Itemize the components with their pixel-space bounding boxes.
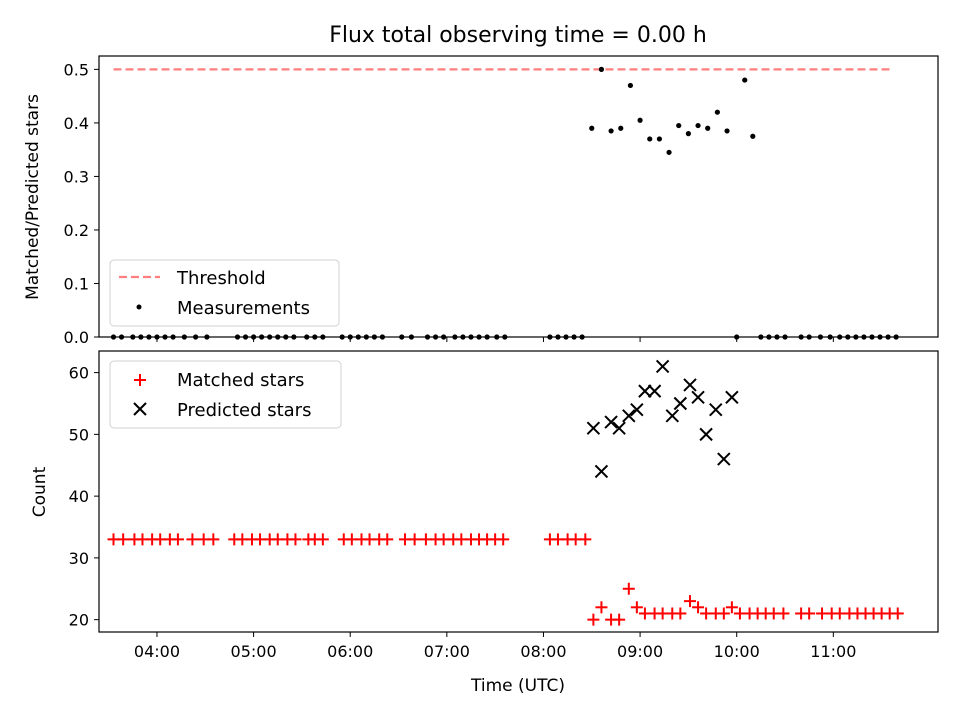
predicted-stars-point (699, 427, 713, 442)
predicted-stars-point (647, 384, 662, 398)
legend-predicted-label: Predicted stars (177, 400, 311, 421)
predicted-stars-point (655, 359, 670, 374)
measurement-point (637, 117, 643, 123)
bottom-ytick-label: 30 (69, 549, 89, 568)
matched-stars-point (408, 533, 421, 546)
matched-stars-point (803, 607, 816, 620)
bottom-axis-ticks: 20 30 40 50 60 04:00 05:00 06:00 07:00 08:00 09:00… (69, 364, 857, 661)
predicted-stars-point (594, 464, 609, 479)
matched-stars-point (684, 595, 697, 608)
top-legend-box (109, 259, 340, 327)
xtick-label: 04:00 (134, 642, 180, 661)
xtick-label: 11:00 (810, 642, 856, 661)
xtick-label: 07:00 (424, 642, 470, 661)
top-ytick-label: 0.2 (64, 221, 89, 240)
matched-stars-point (613, 613, 626, 626)
matched-stars-point (186, 533, 199, 546)
xtick-label: 09:00 (617, 642, 663, 661)
legend-predicted-swatch (133, 402, 147, 416)
matched-stars-point (316, 533, 329, 546)
top-legend: Threshold Measurements (109, 259, 340, 327)
bottom-ytick-label: 60 (69, 364, 89, 383)
bottom-legend: Matched stars Predicted stars (109, 360, 342, 429)
measurement-point (627, 82, 634, 89)
matched-stars-point (381, 533, 394, 546)
measurement-point (598, 66, 605, 72)
xtick-label: 06:00 (327, 642, 373, 661)
matched-stars-point (117, 533, 130, 546)
predicted-stars-point (622, 409, 636, 423)
matched-stars-point (171, 533, 184, 546)
measurement-point (685, 131, 691, 137)
matched-stars-point (891, 607, 904, 620)
measurement-point (647, 136, 653, 142)
x-axis-label: Time (UTC) (470, 676, 565, 696)
top-ytick-label: 0.0 (64, 328, 89, 347)
bottom-ytick-label: 20 (69, 611, 89, 630)
legend-matched-label: Matched stars (177, 370, 304, 391)
predicted-stars-point (683, 378, 697, 392)
measurement-point (608, 128, 614, 134)
predicted-stars-point (725, 390, 739, 405)
measurement-point (618, 125, 624, 131)
matched-stars-point (674, 607, 687, 620)
chart-title: Flux total observing time = 0.00 h (329, 23, 707, 48)
bottom-ytick-label: 40 (69, 487, 89, 506)
matched-stars-point (717, 607, 730, 620)
top-axes-frame (98, 55, 939, 338)
predicted-stars-point (717, 452, 731, 466)
predicted-stars-point (638, 384, 652, 398)
legend-threshold-label: Threshold (176, 268, 266, 289)
predicted-stars-point (612, 421, 626, 435)
predicted-stars-point (709, 402, 723, 417)
predicted-stars-point (586, 421, 601, 435)
measurement-point (724, 128, 730, 134)
predicted-stars-point (604, 415, 618, 429)
top-panel: Flux total observing time = 0.00 h Match… (23, 23, 939, 347)
xtick-label: 05:00 (231, 642, 277, 661)
bottom-plot-area (107, 359, 904, 626)
matched-stars-point (289, 533, 302, 546)
matched-stars-point (630, 601, 643, 614)
measurement-point (589, 125, 595, 131)
predicted-stars-point (673, 396, 688, 411)
matched-stars-point (692, 601, 705, 614)
matched-stars-point (497, 533, 510, 546)
bottom-y-axis-label: Count (30, 466, 50, 517)
top-ytick-label: 0.4 (64, 114, 89, 133)
measurement-point (666, 149, 672, 155)
measurement-point (705, 125, 711, 131)
legend-measurements-label: Measurements (177, 298, 310, 319)
top-ytick-label: 0.3 (64, 167, 89, 186)
legend-matched-swatch (134, 374, 146, 386)
matched-stars-point (207, 533, 220, 546)
bottom-ytick-label: 50 (69, 425, 89, 444)
matched-stars-point (595, 601, 608, 614)
matched-stars-point (725, 601, 738, 614)
matched-stars-point (587, 613, 600, 626)
measurement-point (750, 133, 756, 139)
top-ytick-label: 0.1 (64, 274, 89, 293)
predicted-stars-point (630, 402, 644, 417)
matched-stars-point (622, 582, 635, 595)
top-y-axis-label: Matched/Predicted stars (23, 94, 43, 300)
matched-stars-point (777, 607, 790, 620)
predicted-stars-point (691, 390, 705, 405)
xtick-label: 10:00 (714, 642, 760, 661)
measurement-point (742, 77, 748, 83)
matched-stars-point (579, 533, 592, 546)
bottom-panel: Count Time (UTC) 20 30 40 50 60 04:00 05:00 06:… (30, 350, 939, 696)
measurement-point (695, 122, 701, 129)
measurement-point (714, 109, 720, 115)
predicted-stars-point (665, 409, 679, 423)
top-ytick-label: 0.5 (64, 60, 89, 79)
bottom-legend-box (109, 360, 342, 429)
xtick-label: 08:00 (520, 642, 566, 661)
bottom-axes-frame (98, 350, 939, 633)
measurement-point (656, 136, 663, 142)
legend-measurements-swatch (136, 304, 142, 310)
measurement-point (676, 122, 682, 129)
